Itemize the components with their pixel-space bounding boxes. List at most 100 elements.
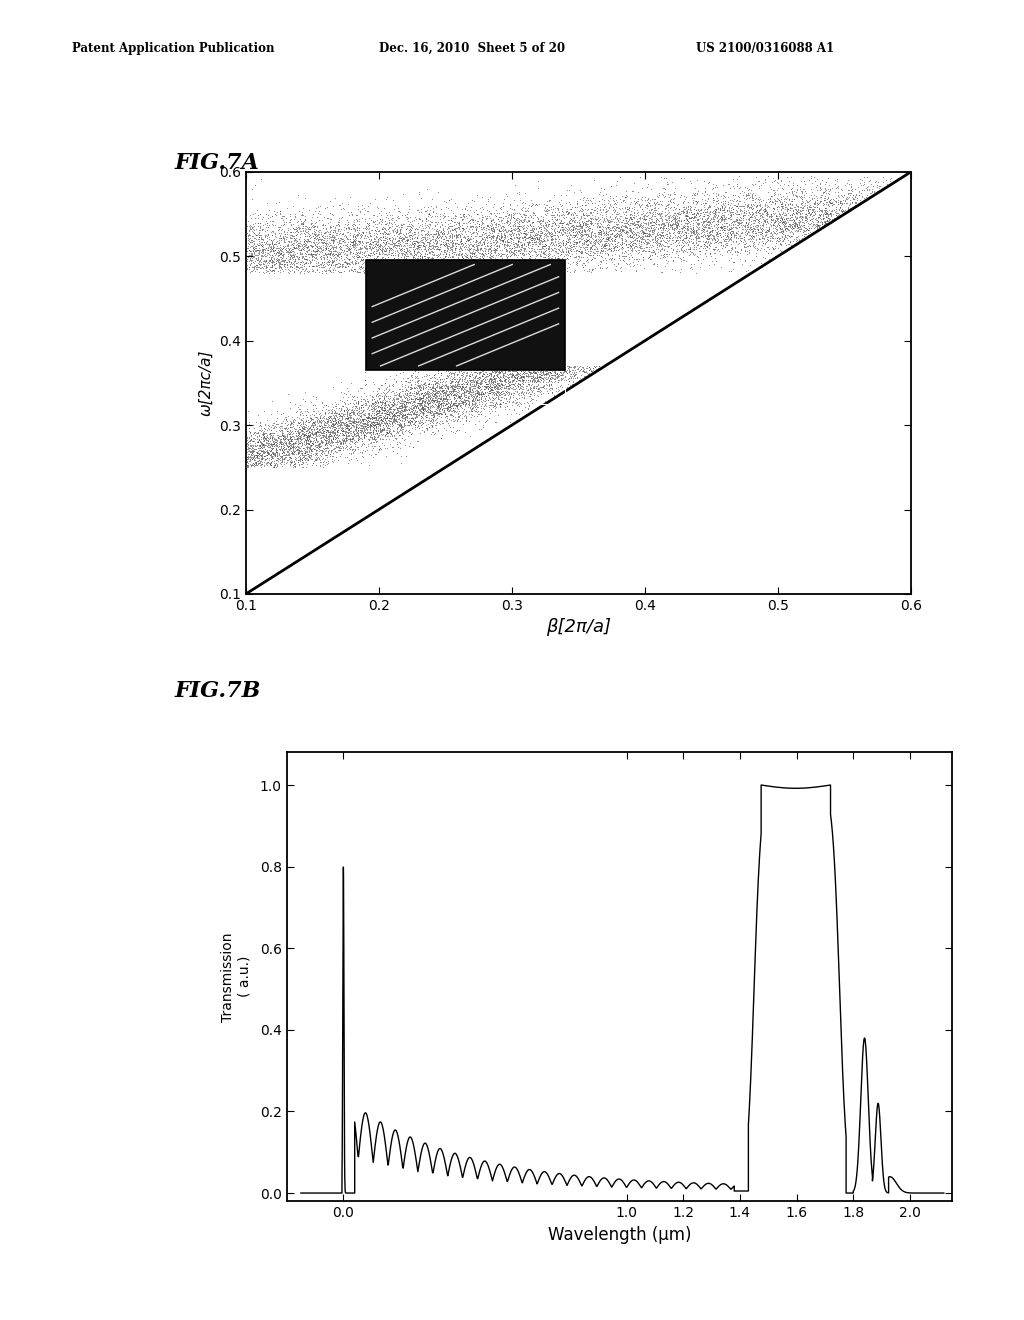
Point [470, 380, 486, 401]
Point [484, 395, 501, 416]
Point [469, 388, 485, 409]
Point [305, 399, 322, 420]
Point [626, 202, 642, 223]
Point [610, 216, 627, 238]
Point [523, 193, 540, 214]
Point [801, 197, 817, 218]
Point [286, 255, 302, 276]
Point [746, 235, 763, 256]
Point [302, 430, 318, 451]
Point [744, 193, 761, 214]
Point [505, 202, 521, 223]
Point [354, 231, 371, 252]
Point [293, 210, 309, 231]
Point [614, 231, 631, 252]
Point [541, 222, 557, 243]
Point [525, 211, 542, 232]
Point [333, 239, 349, 260]
Point [784, 216, 801, 238]
Point [803, 209, 819, 230]
Point [624, 214, 640, 235]
Point [450, 411, 466, 432]
Point [565, 356, 582, 378]
Point [378, 222, 394, 243]
Point [484, 246, 501, 267]
Point [659, 236, 676, 257]
Point [801, 219, 817, 240]
Point [352, 239, 369, 260]
Point [391, 420, 408, 441]
Point [452, 396, 468, 417]
Point [610, 231, 627, 252]
Point [399, 203, 416, 224]
Point [735, 234, 752, 255]
Point [532, 362, 549, 383]
Point [340, 385, 356, 407]
Point [526, 376, 543, 397]
Point [422, 367, 438, 388]
Point [564, 210, 581, 231]
Point [481, 370, 498, 391]
Point [457, 421, 473, 442]
Point [264, 430, 281, 451]
Point [767, 206, 783, 227]
Point [717, 219, 733, 240]
Point [254, 240, 270, 261]
Point [541, 370, 557, 391]
Point [409, 244, 425, 265]
Point [274, 425, 291, 446]
Point [408, 234, 424, 255]
Point [541, 375, 557, 396]
Point [556, 207, 572, 228]
Point [279, 424, 295, 445]
Point [650, 211, 667, 232]
Point [583, 261, 599, 282]
Point [323, 226, 339, 247]
Point [315, 425, 332, 446]
Point [478, 232, 495, 253]
Point [331, 210, 347, 231]
Point [449, 371, 465, 392]
Point [254, 437, 270, 458]
Point [507, 380, 523, 401]
Point [522, 240, 539, 261]
Point [676, 168, 692, 189]
Point [623, 206, 639, 227]
Point [667, 182, 683, 203]
Point [335, 395, 351, 416]
Point [302, 440, 318, 461]
Point [385, 388, 401, 409]
Point [250, 240, 266, 261]
Point [301, 408, 317, 429]
Point [701, 243, 718, 264]
Point [464, 248, 480, 269]
Point [618, 198, 635, 219]
Point [408, 397, 424, 418]
Point [355, 426, 372, 447]
Point [291, 219, 307, 240]
Point [426, 385, 442, 407]
Point [421, 238, 437, 259]
Point [803, 218, 819, 239]
Point [505, 371, 521, 392]
Point [292, 261, 308, 282]
Point [301, 226, 317, 247]
Point [736, 223, 753, 244]
Point [377, 391, 393, 412]
Point [474, 242, 490, 263]
Point [525, 220, 542, 242]
Point [500, 210, 516, 231]
Point [261, 249, 278, 271]
Point [351, 251, 368, 272]
Point [717, 222, 733, 243]
Point [374, 375, 390, 396]
Point [473, 372, 489, 393]
Point [351, 238, 368, 259]
Point [441, 383, 458, 404]
Point [303, 418, 319, 440]
Point [438, 239, 455, 260]
Point [367, 436, 383, 457]
Point [524, 234, 541, 255]
Point [431, 395, 447, 416]
Point [530, 194, 547, 215]
